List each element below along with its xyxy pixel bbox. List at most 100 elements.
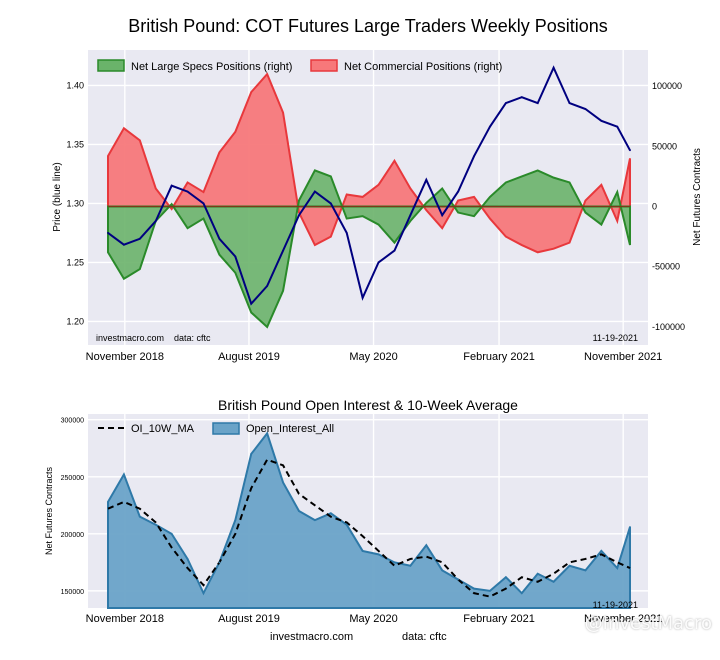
top-ylabel-right: Net Futures Contracts xyxy=(692,148,703,246)
price-point xyxy=(629,149,631,152)
open-interest-point xyxy=(123,473,125,476)
open-interest-point xyxy=(282,481,284,484)
bottom-chart-title: British Pound Open Interest & 10-Week Av… xyxy=(218,397,518,413)
bottom-xtick-label: November 2021 xyxy=(584,613,662,625)
price-point xyxy=(457,190,460,193)
price-point xyxy=(441,214,444,217)
price-point xyxy=(473,155,475,158)
open-interest-point xyxy=(457,578,460,581)
open-interest-point xyxy=(393,561,396,564)
bottom-ytick-label: 300000 xyxy=(61,418,84,425)
open-interest-point xyxy=(504,576,507,579)
top-annotation-left: investmacro.com data: cftc xyxy=(96,333,211,343)
open-interest-point xyxy=(186,558,189,560)
legend-specs-label: Net Large Specs Positions (right) xyxy=(131,61,292,73)
legend-oi-swatch xyxy=(212,422,240,435)
top-xtick-label: November 2018 xyxy=(86,351,164,363)
legend-comm-swatch xyxy=(310,59,338,72)
open-interest-point xyxy=(345,523,348,526)
price-point xyxy=(234,255,237,258)
bottom-annotation-right: 11-19-2021 xyxy=(593,600,638,610)
top-xtick-label: February 2021 xyxy=(463,351,535,363)
price-point xyxy=(313,190,316,193)
open-interest-point xyxy=(520,592,523,595)
open-interest-point xyxy=(329,512,332,515)
price-point xyxy=(266,285,269,287)
price-point xyxy=(393,249,396,252)
bottom-xtick-label: November 2018 xyxy=(86,613,164,625)
open-interest-point xyxy=(298,510,300,512)
legend-specs-swatch xyxy=(97,59,125,72)
open-interest-point xyxy=(409,564,412,567)
open-interest-point xyxy=(616,567,619,569)
open-interest-point xyxy=(473,587,475,590)
open-interest-point xyxy=(313,519,316,522)
open-interest-point xyxy=(202,592,205,595)
price-point xyxy=(616,125,619,128)
top-annotation-right: 11-19-2021 xyxy=(593,333,638,343)
open-interest-point xyxy=(600,550,603,552)
legend-comm-label: Net Commercial Positions (right) xyxy=(344,61,502,73)
open-interest-point xyxy=(154,523,157,526)
top-ytick-left-label: 1.40 xyxy=(66,80,84,90)
top-ytick-right-label: 100000 xyxy=(652,81,682,91)
price-point xyxy=(568,102,571,104)
top-ytick-left-label: 1.30 xyxy=(66,198,84,208)
price-point xyxy=(600,119,603,122)
price-point xyxy=(345,232,348,234)
open-interest-point xyxy=(218,561,221,564)
open-interest-point xyxy=(489,589,491,592)
open-interest-point xyxy=(441,569,444,572)
legend-oi-label: Open_Interest_All xyxy=(246,423,334,435)
price-point xyxy=(138,237,141,240)
bottom-legend: OI_10W_MA Open_Interest_All xyxy=(98,422,334,435)
bottom-ylabel: Net Futures Contracts xyxy=(44,466,54,555)
bottom-ytick-label: 250000 xyxy=(61,475,84,482)
commercial-positions-area xyxy=(107,72,631,254)
price-point xyxy=(329,202,332,205)
open-interest-point xyxy=(138,515,141,518)
open-interest-point xyxy=(170,532,173,535)
open-interest-point xyxy=(377,553,380,556)
open-interest-point xyxy=(552,580,555,583)
price-point xyxy=(536,102,539,104)
top-ytick-right-label: 0 xyxy=(652,202,657,212)
legend-ma-label: OI_10W_MA xyxy=(131,423,195,435)
bottom-xtick-label: February 2021 xyxy=(463,613,535,625)
open-interest-point xyxy=(536,572,539,575)
top-ytick-left-label: 1.35 xyxy=(66,139,84,149)
footer-site: investmacro.com xyxy=(270,631,353,643)
open-interest-point xyxy=(234,519,237,522)
bottom-xtick-label: May 2020 xyxy=(349,613,397,625)
top-chart-title: British Pound: COT Futures Large Traders… xyxy=(128,16,608,36)
open-interest-point xyxy=(584,569,587,572)
open-interest-point xyxy=(250,453,253,455)
open-interest-point xyxy=(629,526,631,528)
price-line xyxy=(107,65,631,306)
price-point xyxy=(377,261,380,264)
open-interest-point xyxy=(266,432,269,435)
price-point xyxy=(282,249,284,252)
top-xtick-label: May 2020 xyxy=(349,351,397,363)
open-interest-point xyxy=(568,564,571,567)
open-interest-point xyxy=(425,544,428,547)
price-point xyxy=(202,202,205,205)
bottom-ytick-label: 200000 xyxy=(61,532,84,539)
price-point xyxy=(170,184,173,187)
bottom-ytick-label: 150000 xyxy=(61,589,84,596)
price-point xyxy=(584,108,587,110)
price-point xyxy=(298,214,300,217)
top-ytick-left-label: 1.20 xyxy=(66,316,84,326)
price-point xyxy=(123,243,125,246)
price-point xyxy=(552,66,555,69)
top-xtick-label: August 2019 xyxy=(218,351,280,363)
price-point xyxy=(218,237,221,240)
top-ytick-left-label: 1.25 xyxy=(66,257,84,267)
top-ylabel-left: Price (blue line) xyxy=(52,162,63,231)
open-interest-point xyxy=(107,500,109,503)
price-point xyxy=(489,125,491,128)
price-point xyxy=(107,232,109,234)
price-point xyxy=(154,220,157,223)
top-ytick-right-label: -50000 xyxy=(652,262,680,272)
